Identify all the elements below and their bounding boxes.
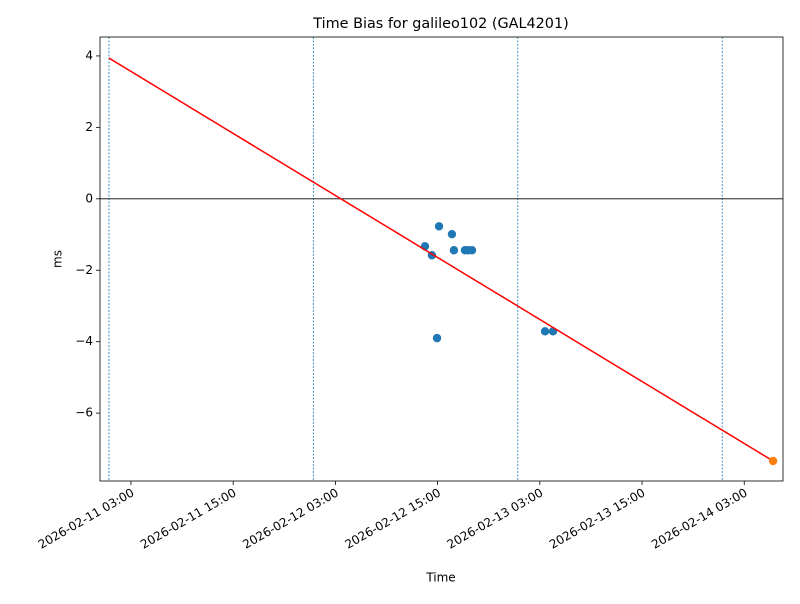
x-axis-label: Time — [425, 571, 455, 585]
data-point — [548, 327, 558, 336]
y-axis-label: ms — [51, 250, 65, 268]
data-point — [768, 456, 778, 466]
data-point — [449, 246, 459, 255]
data-point — [432, 333, 442, 343]
data-point — [434, 222, 444, 231]
data-point — [447, 229, 457, 239]
y-tick-label: 0 — [85, 191, 93, 205]
y-tick-label: 2 — [85, 120, 93, 134]
y-tick-label: 4 — [85, 48, 93, 62]
chart-title: Time Bias for galileo102 (GAL4201) — [312, 16, 568, 32]
line — [108, 57, 774, 462]
y-tick-label: −2 — [75, 263, 93, 277]
data-point — [467, 246, 477, 255]
plot-frame — [99, 36, 784, 482]
data-point — [540, 327, 550, 336]
y-tick-label: −4 — [75, 334, 93, 348]
y-tick-label: −6 — [75, 406, 93, 420]
